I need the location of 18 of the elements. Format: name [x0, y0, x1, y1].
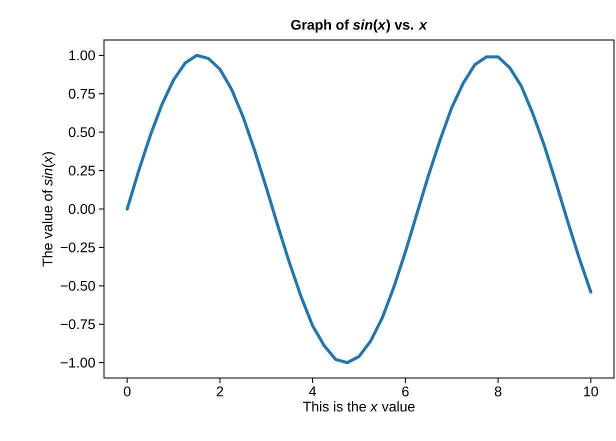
x-tick-label: 6 [402, 386, 409, 396]
x-tick-label: 0 [124, 386, 131, 396]
chart-title: Graph of sin(x) vs. x [291, 19, 428, 32]
x-tick-label: 4 [309, 386, 316, 396]
x-tick-label: 2 [216, 386, 224, 396]
x-tick-label: 8 [494, 386, 502, 396]
y-tick-label: −1.00 [60, 358, 95, 368]
y-tick-label: 0.25 [68, 166, 95, 176]
line-series [126, 54, 592, 364]
y-tick-label: −0.50 [60, 280, 95, 291]
y-tick-label: 0.75 [68, 88, 95, 99]
x-axis-title: This is the x value [303, 401, 415, 412]
y-tick-label: −0.75 [60, 319, 95, 330]
y-tick-label: 0.50 [68, 127, 95, 138]
y-tick-label: 0.00 [68, 204, 95, 214]
y-tick-label: −0.25 [60, 242, 95, 252]
y-tick-label: 1.00 [69, 50, 95, 60]
x-tick-label: 10 [584, 386, 598, 396]
